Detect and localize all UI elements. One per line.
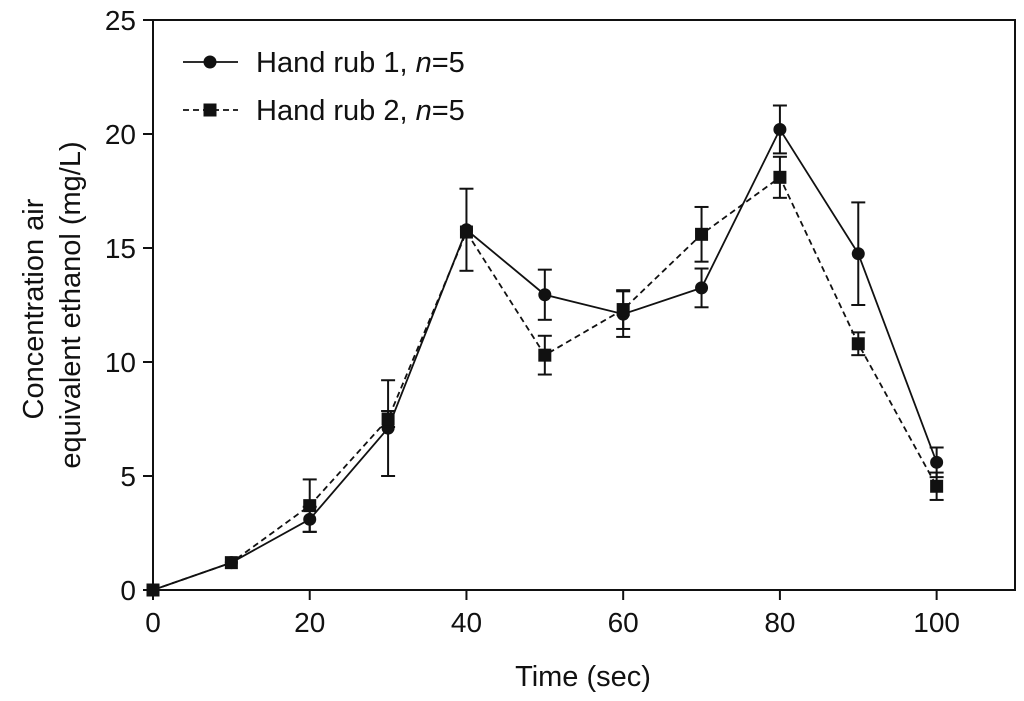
y-tick-label: 10 (105, 347, 136, 378)
data-point-square (851, 337, 865, 351)
data-point-square (773, 170, 787, 184)
x-tick-label: 40 (451, 607, 482, 638)
y-tick-label: 20 (105, 119, 136, 150)
y-axis-title: Concentration air equivalent ethanol (mg… (18, 141, 87, 468)
x-tick-label: 80 (764, 607, 795, 638)
data-point-square (224, 556, 238, 570)
legend-label: Hand rub 2, n=5 (256, 95, 465, 127)
legend-marker-square (203, 103, 217, 117)
data-point-square (695, 227, 709, 241)
legend-label-n: n (416, 47, 432, 79)
x-tick-label: 20 (294, 607, 325, 638)
data-point-circle (695, 281, 709, 295)
legend-label: Hand rub 1, n=5 (256, 47, 465, 79)
y-tick-label: 0 (120, 575, 136, 606)
data-point-square (303, 499, 317, 513)
plot-area (146, 104, 944, 597)
data-point-circle (851, 247, 865, 261)
data-point-square (538, 348, 552, 362)
legend-marker-circle (203, 55, 217, 69)
x-tick-label: 0 (145, 607, 161, 638)
data-point-circle (773, 122, 787, 136)
data-point-circle (930, 455, 944, 469)
legend-label-suffix: =5 (432, 95, 465, 127)
y-axis-title-line-1: Concentration air (18, 198, 50, 419)
data-point-square (146, 583, 160, 597)
x-tick-label: 60 (608, 607, 639, 638)
legend-label-name: Hand rub 2, (256, 95, 416, 127)
legend-label-suffix: =5 (432, 47, 465, 79)
legend-item-2: Hand rub 2, n=5 (183, 95, 465, 127)
series-2 (146, 155, 944, 597)
series-line (152, 175, 938, 591)
legend-label-n: n (416, 95, 432, 127)
data-point-square (459, 225, 473, 239)
x-axis-title: Time (sec) (515, 661, 651, 693)
legend-label-name: Hand rub 1, (256, 47, 416, 79)
y-tick-label: 5 (120, 461, 136, 492)
plot-frame (152, 19, 1016, 591)
y-tick-label: 25 (105, 5, 136, 36)
data-point-square (930, 479, 944, 493)
legend-item-1: Hand rub 1, n=5 (183, 47, 465, 79)
data-point-square (616, 303, 630, 317)
y-tick-label: 15 (105, 233, 136, 264)
x-tick-label: 100 (913, 607, 960, 638)
axes: 0 20 40 60 80 100 0 5 10 15 20 25 (105, 5, 1016, 638)
data-point-square (381, 412, 395, 426)
y-axis-title-line-2: equivalent ethanol (mg/L) (55, 141, 87, 468)
data-point-circle (538, 288, 552, 302)
